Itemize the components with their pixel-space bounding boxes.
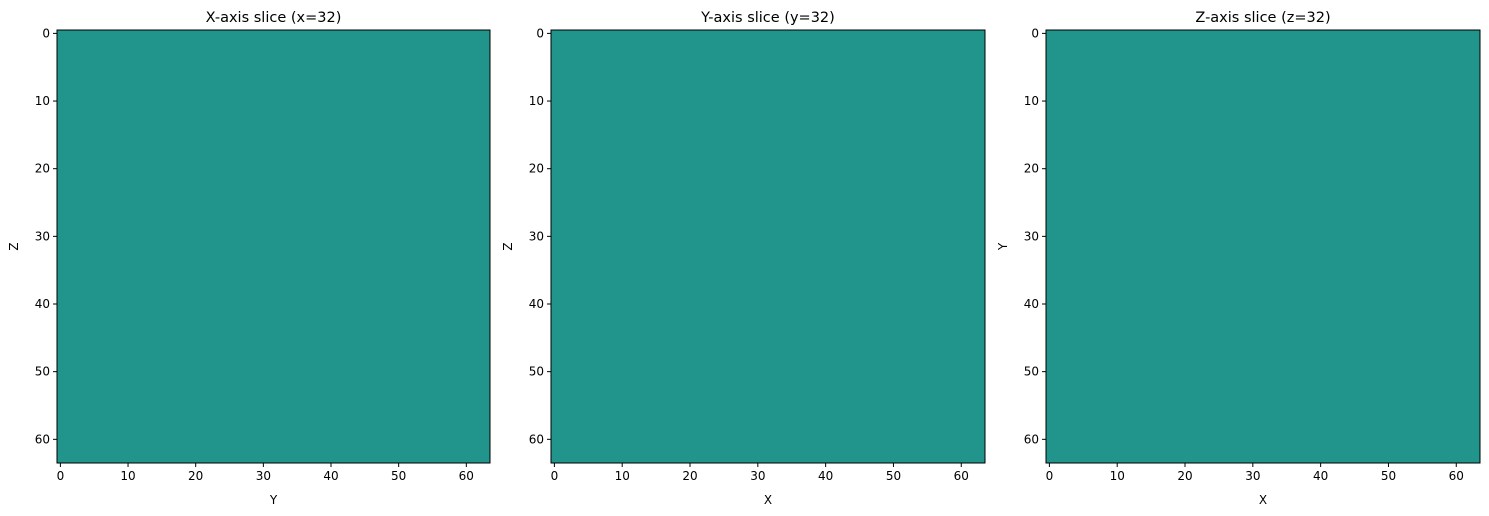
y-tick-label: 30 bbox=[529, 229, 544, 243]
y-tick-label: 10 bbox=[35, 94, 50, 108]
heatmap-image bbox=[1046, 30, 1480, 463]
x-tick-label: 60 bbox=[459, 469, 474, 483]
axes-frame bbox=[1045, 29, 1481, 464]
heatmap-image bbox=[551, 30, 985, 463]
chart-panel-2: Y-axis slice (y=32) 0 10 20 30 40 50 60 0 10 20 30 4… bbox=[501, 10, 986, 507]
x-tick-label: 30 bbox=[1245, 469, 1260, 483]
x-tick-label: 20 bbox=[1177, 469, 1192, 483]
y-tick-label: 40 bbox=[35, 297, 50, 311]
x-tick-label: 0 bbox=[57, 469, 65, 483]
y-tick-label: 30 bbox=[35, 229, 50, 243]
x-tick-label: 50 bbox=[886, 469, 901, 483]
y-axis-label: Y bbox=[996, 242, 1010, 251]
y-tick-label: 50 bbox=[1024, 365, 1039, 379]
y-tick-label: 0 bbox=[536, 26, 544, 40]
y-tick-label: 0 bbox=[1031, 26, 1039, 40]
y-tick-label: 10 bbox=[1024, 94, 1039, 108]
chart-title: Z-axis slice (z=32) bbox=[1195, 10, 1330, 26]
x-tick-label: 40 bbox=[323, 469, 338, 483]
x-tick-label: 0 bbox=[1046, 469, 1054, 483]
axes-frame bbox=[56, 29, 491, 464]
x-tick-label: 30 bbox=[750, 469, 765, 483]
x-tick-label: 20 bbox=[682, 469, 697, 483]
x-tick-label: 40 bbox=[1313, 469, 1328, 483]
x-axis-label: Y bbox=[269, 493, 278, 507]
y-tick-label: 50 bbox=[35, 365, 50, 379]
x-tick-label: 10 bbox=[615, 469, 630, 483]
y-axis-label: Z bbox=[501, 242, 515, 250]
chart-panel-3: Z-axis slice (z=32) 0 10 20 30 40 50 60 0 10 20 30 4… bbox=[996, 10, 1481, 507]
x-tick-label: 40 bbox=[818, 469, 833, 483]
x-tick-label: 50 bbox=[1381, 469, 1396, 483]
x-tick-label: 10 bbox=[120, 469, 135, 483]
chart-panel-1: X-axis slice (x=32) 0 10 20 30 40 50 60 0 10 20 30 4… bbox=[7, 10, 491, 507]
chart-title: X-axis slice (x=32) bbox=[206, 10, 342, 26]
y-tick-label: 40 bbox=[529, 297, 544, 311]
x-tick-label: 30 bbox=[256, 469, 271, 483]
y-tick-label: 50 bbox=[529, 365, 544, 379]
y-tick-label: 20 bbox=[1024, 162, 1039, 176]
axes-frame bbox=[550, 29, 986, 464]
y-tick-label: 20 bbox=[35, 162, 50, 176]
x-axis-label: X bbox=[1259, 493, 1267, 507]
y-tick-label: 0 bbox=[42, 26, 50, 40]
x-tick-label: 0 bbox=[551, 469, 559, 483]
y-tick-label: 60 bbox=[529, 432, 544, 446]
x-axis-label: X bbox=[764, 493, 772, 507]
heatmap-image bbox=[57, 30, 490, 463]
x-tick-label: 10 bbox=[1110, 469, 1125, 483]
y-tick-label: 60 bbox=[35, 432, 50, 446]
y-tick-label: 40 bbox=[1024, 297, 1039, 311]
x-tick-label: 20 bbox=[188, 469, 203, 483]
y-tick-label: 60 bbox=[1024, 432, 1039, 446]
y-tick-label: 20 bbox=[529, 162, 544, 176]
y-tick-label: 30 bbox=[1024, 229, 1039, 243]
x-tick-label: 50 bbox=[391, 469, 406, 483]
x-tick-label: 60 bbox=[1449, 469, 1464, 483]
x-tick-label: 60 bbox=[954, 469, 969, 483]
y-axis-label: Z bbox=[7, 242, 21, 250]
y-tick-label: 10 bbox=[529, 94, 544, 108]
chart-title: Y-axis slice (y=32) bbox=[700, 10, 835, 26]
